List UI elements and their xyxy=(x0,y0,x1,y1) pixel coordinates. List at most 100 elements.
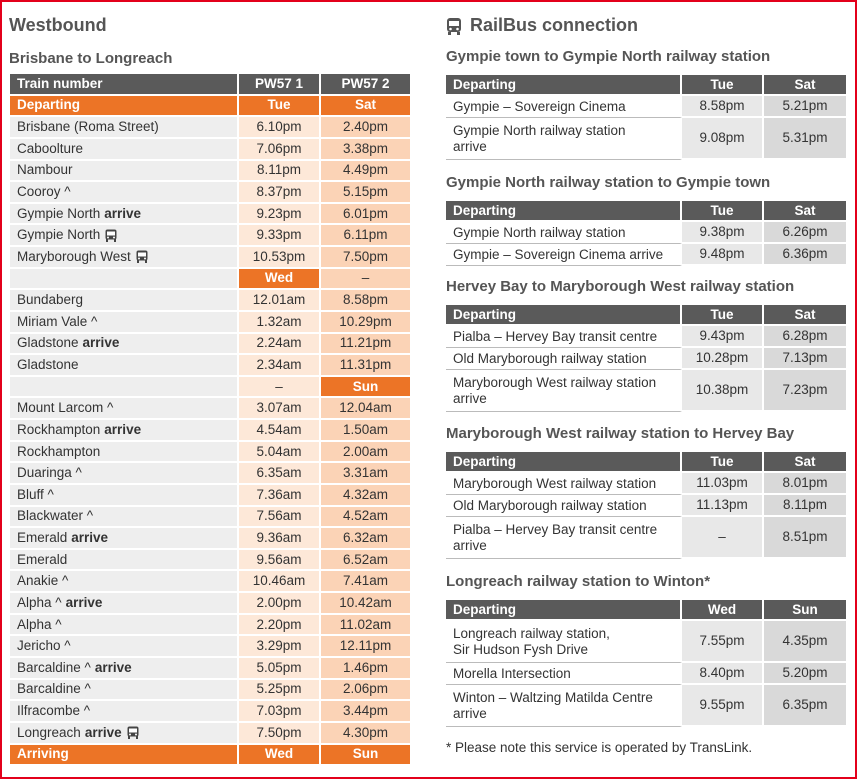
stop-line: Maryborough West railway station xyxy=(453,374,657,390)
header-cell: Departing xyxy=(446,75,682,96)
time-cell: 7.41am xyxy=(321,571,412,594)
time-cell: 7.56am xyxy=(239,506,321,529)
empty-cell xyxy=(10,268,239,291)
header-cell: Sat xyxy=(764,452,848,473)
arrive-note: arrive xyxy=(104,205,142,221)
section-title: Maryborough West railway station to Herv… xyxy=(446,425,795,442)
time-cell: 12.11pm xyxy=(321,636,412,658)
header-cell: Departing xyxy=(446,305,682,326)
time-cell: 9.08pm xyxy=(682,118,764,160)
time-cell: 7.13pm xyxy=(764,348,848,370)
header-cell: Wed xyxy=(682,600,764,621)
time-cell: 7.23pm xyxy=(764,370,848,412)
station-cell: Caboolture xyxy=(10,138,239,161)
stop-cell: Morella Intersection xyxy=(446,663,682,685)
arrive-note: arrive xyxy=(94,659,132,675)
time-cell: 5.25pm xyxy=(239,679,321,702)
time-cell: 1.32am xyxy=(239,311,321,334)
footnote: * Please note this service is operated b… xyxy=(446,740,753,755)
station-name: Duaringa ^ xyxy=(17,465,82,481)
departing-cell: Sat xyxy=(321,95,412,118)
station-name: Ilfracombe ^ xyxy=(17,703,91,719)
stop-line: Old Maryborough railway station xyxy=(453,350,647,366)
bus-icon xyxy=(447,17,461,35)
time-cell: 3.44pm xyxy=(321,701,412,723)
time-cell: – xyxy=(682,517,764,559)
header-cell: Sun xyxy=(764,600,848,621)
stop-line: Gympie – Sovereign Cinema xyxy=(453,98,626,114)
time-cell: 10.38pm xyxy=(682,370,764,412)
header-cell: Tue xyxy=(682,305,764,326)
time-cell: 5.05pm xyxy=(239,658,321,680)
header-cell: Tue xyxy=(682,75,764,96)
stop-line: arrive xyxy=(453,705,487,721)
time-cell: 9.38pm xyxy=(682,222,764,244)
left-subtitle: Brisbane to Longreach xyxy=(9,50,173,67)
time-cell: 6.26pm xyxy=(764,222,848,244)
time-cell: 3.29pm xyxy=(239,636,321,658)
time-cell: 9.55pm xyxy=(682,685,764,727)
station-name: Brisbane (Roma Street) xyxy=(17,119,159,135)
station-cell: Cooroy ^ xyxy=(10,182,239,204)
time-cell: 8.58pm xyxy=(682,96,764,118)
right-heading: RailBus connection xyxy=(446,15,638,36)
station-cell: Longreach arrive xyxy=(10,722,239,745)
time-cell: 4.49pm xyxy=(321,160,412,183)
time-cell: 8.58pm xyxy=(321,290,412,312)
station-name: Bundaberg xyxy=(17,292,84,308)
station-name: Barcaldine ^ xyxy=(17,681,91,697)
header-cell: Departing xyxy=(446,201,682,222)
header-cell: PW57 2 xyxy=(321,74,412,96)
stop-cell: Old Maryborough railway station xyxy=(446,495,682,517)
bus-icon xyxy=(127,726,139,740)
station-name: Alpha ^ xyxy=(17,616,62,632)
station-name: Jericho ^ xyxy=(17,638,71,654)
arrive-note: arrive xyxy=(65,594,103,610)
station-name: Gympie North xyxy=(17,205,101,221)
station-cell: Nambour xyxy=(10,160,239,183)
station-cell: Emerald arrive xyxy=(10,528,239,550)
station-cell: Blackwater ^ xyxy=(10,506,239,529)
time-cell: 9.23pm xyxy=(239,203,321,226)
header-cell: Tue xyxy=(682,452,764,473)
station-cell: Barcaldine ^ xyxy=(10,679,239,702)
station-cell: Barcaldine ^ arrive xyxy=(10,658,239,680)
time-cell: 5.04am xyxy=(239,441,321,464)
time-cell: 10.46am xyxy=(239,571,321,594)
time-cell: 5.20pm xyxy=(764,663,848,685)
arriving-cell: Sun xyxy=(321,744,412,767)
stop-line: arrive xyxy=(453,537,487,553)
time-cell: 9.56am xyxy=(239,549,321,572)
station-cell: Brisbane (Roma Street) xyxy=(10,117,239,139)
station-name: Alpha ^ xyxy=(17,594,62,610)
station-name: Emerald xyxy=(17,551,68,567)
time-cell: 6.01pm xyxy=(321,203,412,226)
time-cell: – xyxy=(239,376,321,399)
departing-cell: Tue xyxy=(239,95,321,118)
station-name: Blackwater ^ xyxy=(17,508,94,524)
station-name: Nambour xyxy=(17,162,73,178)
section-title: Gympie town to Gympie North railway stat… xyxy=(446,48,771,65)
time-cell: – xyxy=(321,268,412,291)
stop-line: Gympie North railway station xyxy=(453,122,626,138)
time-cell: 7.50pm xyxy=(239,722,321,745)
time-cell: 6.35am xyxy=(239,463,321,485)
time-cell: 3.31am xyxy=(321,463,412,485)
station-cell: Miriam Vale ^ xyxy=(10,311,239,334)
station-cell: Alpha ^ arrive xyxy=(10,593,239,615)
time-cell: 5.15pm xyxy=(321,182,412,204)
station-name: Longreach xyxy=(17,724,81,740)
empty-cell xyxy=(10,376,239,399)
time-cell: 2.20pm xyxy=(239,614,321,637)
station-cell: Jericho ^ xyxy=(10,636,239,658)
station-cell: Bluff ^ xyxy=(10,484,239,507)
station-cell: Rockhampton xyxy=(10,441,239,464)
time-cell: 7.50pm xyxy=(321,247,412,269)
time-cell: 11.03pm xyxy=(682,473,764,495)
time-cell: 12.01am xyxy=(239,290,321,312)
stop-line: Gympie – Sovereign Cinema arrive xyxy=(453,246,664,262)
time-cell: 2.00am xyxy=(321,441,412,464)
time-cell: 7.36am xyxy=(239,484,321,507)
time-cell: 1.46pm xyxy=(321,658,412,680)
